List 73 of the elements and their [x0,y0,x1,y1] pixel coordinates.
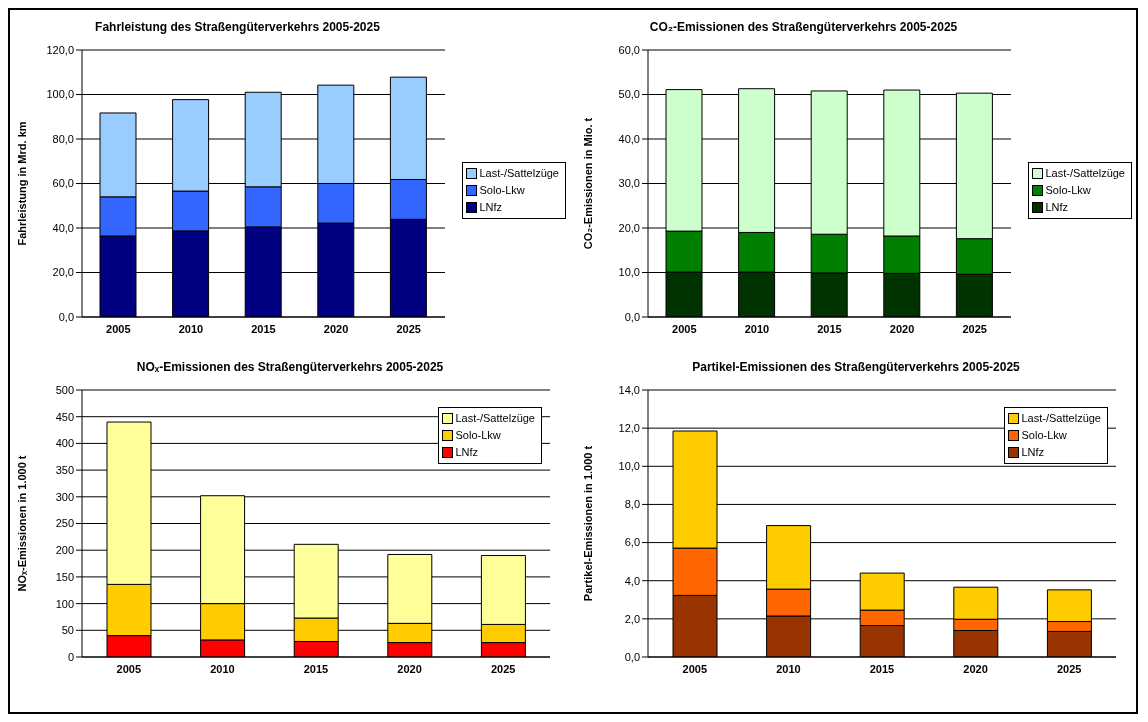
legend-label: Last-/Sattelzüge [479,166,559,181]
y-tick-label: 450 [55,410,74,423]
y-tick-label: 10,0 [618,266,640,279]
y-tick-label: 12,0 [618,422,640,435]
y-tick-label: 100 [55,597,74,610]
y-tick-label: 100,0 [46,88,74,101]
x-tick-label: 2015 [869,662,895,675]
x-tick-label: 2005 [116,662,142,675]
legend-label: Solo-Lkw [1045,183,1091,198]
y-tick-label: 350 [55,464,74,477]
y-tick-label: 500 [55,383,74,396]
y-tick-label: 150 [55,570,74,583]
legend-label: Solo-Lkw [479,183,525,198]
y-tick-label: 20,0 [52,266,74,279]
legend-label: LNfz [1021,445,1045,460]
y-tick-label: 6,0 [624,536,640,549]
x-tick-label: 2025 [396,322,421,335]
y-tick-label: 0,0 [624,650,640,663]
x-tick-label: 2005 [682,662,708,675]
y-tick-label: 400 [55,437,74,450]
y-tick-label: 50 [61,624,74,637]
x-tick-label: 2015 [251,322,276,335]
legend-label: LNfz [1045,200,1069,215]
x-tick-label: 2010 [744,322,770,335]
y-tick-label: 300 [55,490,74,503]
x-tick-label: 2015 [817,322,842,335]
y-tick-label: 50,0 [618,88,640,101]
y-tick-label: 0,0 [58,310,74,323]
y-axis-title: Partikel-Emissionen in 1.000 t [581,445,594,602]
x-tick-label: 2020 [323,322,349,335]
x-tick-label: 2005 [672,322,697,335]
y-tick-label: 80,0 [52,132,74,145]
y-tick-label: 0 [67,650,74,663]
y-axis-title: NOₓ-Emissionen in 1.000 t [15,455,28,592]
y-tick-label: 14,0 [618,383,640,396]
legend-label: Last-/Sattelzüge [1021,411,1101,426]
y-tick-label: 2,0 [624,612,640,625]
y-tick-label: 8,0 [624,498,640,511]
x-tick-label: 2020 [889,322,915,335]
y-tick-label: 60,0 [618,43,640,56]
x-tick-label: 2025 [962,322,987,335]
chart-title: NOₓ-Emissionen des Straßengüterverkehrs 2005-2025 [135,359,445,376]
y-tick-label: 40,0 [618,132,640,145]
x-tick-label: 2020 [397,662,422,675]
y-tick-label: 120,0 [46,43,74,56]
x-tick-label: 2010 [178,322,204,335]
legend-label: Solo-Lkw [1021,428,1067,443]
y-tick-label: 200 [55,544,74,557]
x-tick-label: 2010 [210,662,235,675]
chart-title: Fahrleistung des Straßengüterverkehrs 2005-2025 [94,19,381,36]
legend-label: LNfz [455,445,479,460]
chart-title: Partikel-Emissionen des Straßengüterverkehrs 2005-2025 [691,359,1021,376]
y-tick-label: 250 [55,517,74,530]
legend-label: Last-/Sattelzüge [1045,166,1125,181]
y-tick-label: 40,0 [52,221,74,234]
y-tick-label: 20,0 [618,221,640,234]
x-tick-label: 2025 [1056,662,1082,675]
y-tick-label: 0,0 [624,310,640,323]
legend-label: Solo-Lkw [455,428,501,443]
x-tick-label: 2025 [490,662,516,675]
x-tick-label: 2010 [776,662,801,675]
legend-label: Last-/Sattelzüge [455,411,535,426]
y-tick-label: 60,0 [52,177,74,190]
y-tick-label: 30,0 [618,177,640,190]
y-axis-title: CO₂-Emissionen in Mio. t [581,117,594,250]
x-tick-label: 2005 [106,322,131,335]
chart-title: CO₂-Emissionen des Straßengüterverkehrs 2005-2025 [648,19,959,36]
y-axis-title: Fahrleistung in Mrd. km [15,121,28,246]
legend-label: LNfz [479,200,503,215]
y-tick-label: 4,0 [624,574,640,587]
y-tick-label: 10,0 [618,460,640,473]
x-tick-label: 2020 [963,662,988,675]
x-tick-label: 2015 [303,662,329,675]
